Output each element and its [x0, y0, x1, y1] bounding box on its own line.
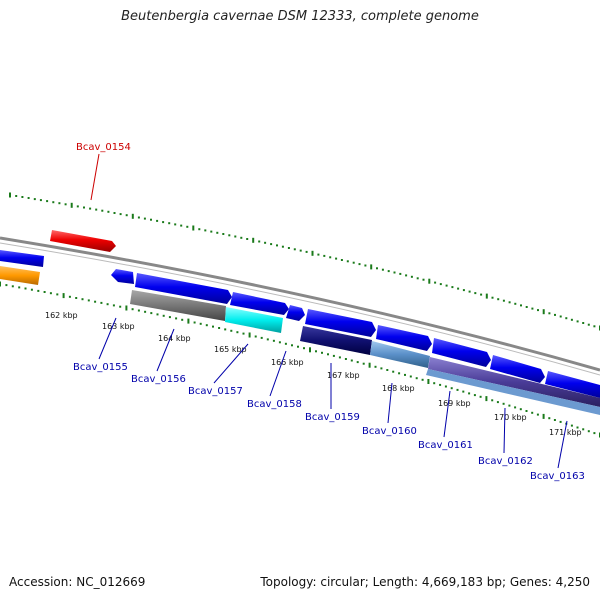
gene-bcav-0162-arrow[interactable]	[490, 355, 545, 383]
gene-label-bcav-0159[interactable]: Bcav_0159	[305, 412, 360, 423]
gene-label-bcav-0162[interactable]: Bcav_0162	[478, 456, 533, 467]
gene-bcav-0155-arrow[interactable]	[111, 269, 134, 284]
tick-label: 168 kbp	[382, 384, 415, 393]
tick-label: 165 kbp	[214, 345, 247, 354]
block-cyan	[225, 307, 283, 333]
leader-line	[503, 407, 506, 454]
block-purple	[428, 357, 600, 407]
leader-line	[557, 420, 568, 469]
gene-label-bcav-0157[interactable]: Bcav_0157	[188, 386, 243, 397]
leader-line	[443, 390, 451, 438]
topology-text: Topology: circular; Length: 4,669,183 bp…	[260, 575, 590, 589]
tick-label: 169 kbp	[438, 399, 471, 408]
map-title: Beutenbergia cavernae DSM 12333, complet…	[121, 9, 479, 24]
leader-line	[156, 328, 175, 372]
gene-bcav-0163-arrow[interactable]	[545, 371, 600, 398]
tick-label: 162 kbp	[45, 311, 78, 320]
tick-label: 164 kbp	[158, 334, 191, 343]
block-steel-light	[426, 369, 600, 415]
tick-label: 170 kbp	[494, 413, 527, 422]
leader-line	[90, 153, 100, 201]
gene-label-bcav-0156[interactable]: Bcav_0156	[131, 374, 186, 385]
gene-label-bcav-0158[interactable]: Bcav_0158	[247, 399, 302, 410]
gene-label-bcav-0155[interactable]: Bcav_0155	[73, 362, 128, 373]
tick-label: 167 kbp	[327, 371, 360, 380]
block-navy	[300, 326, 372, 355]
accession-text: Accession: NC_012669	[9, 575, 146, 589]
gene-bcav-0160-arrow[interactable]	[376, 325, 432, 351]
gene-bcav-0156-arrow[interactable]	[135, 273, 232, 304]
gene-label-bcav-0154[interactable]: Bcav_0154	[76, 142, 131, 153]
gene-label-bcav-0160[interactable]: Bcav_0160	[362, 426, 417, 437]
backbone-inner	[0, 242, 600, 376]
gene-label-bcav-0163[interactable]: Bcav_0163	[530, 471, 585, 482]
block-steel	[370, 341, 430, 368]
outer-tick-track	[9, 192, 600, 331]
gene-left-edge-top[interactable]	[0, 250, 44, 267]
gene-label-bcav-0161[interactable]: Bcav_0161	[418, 440, 473, 451]
leader-line	[98, 317, 117, 360]
tick-label: 166 kbp	[271, 358, 304, 367]
gene-left-edge-bottom[interactable]	[0, 266, 40, 285]
tick-label: 163 kbp	[102, 322, 135, 331]
leader-line	[269, 350, 287, 397]
gene-bcav-0154[interactable]	[50, 230, 116, 252]
gene-bcav-0158-arrow[interactable]	[286, 305, 305, 321]
inner-tick-track	[0, 281, 600, 438]
block-gray	[130, 290, 226, 321]
leader-line	[387, 382, 393, 424]
backbone-outer	[0, 236, 600, 372]
leader-line	[213, 343, 249, 384]
gene-bcav-0161-arrow[interactable]	[432, 338, 491, 367]
gene-bcav-0159-arrow[interactable]	[305, 309, 376, 337]
gene-bcav-0157-arrow[interactable]	[230, 292, 289, 315]
